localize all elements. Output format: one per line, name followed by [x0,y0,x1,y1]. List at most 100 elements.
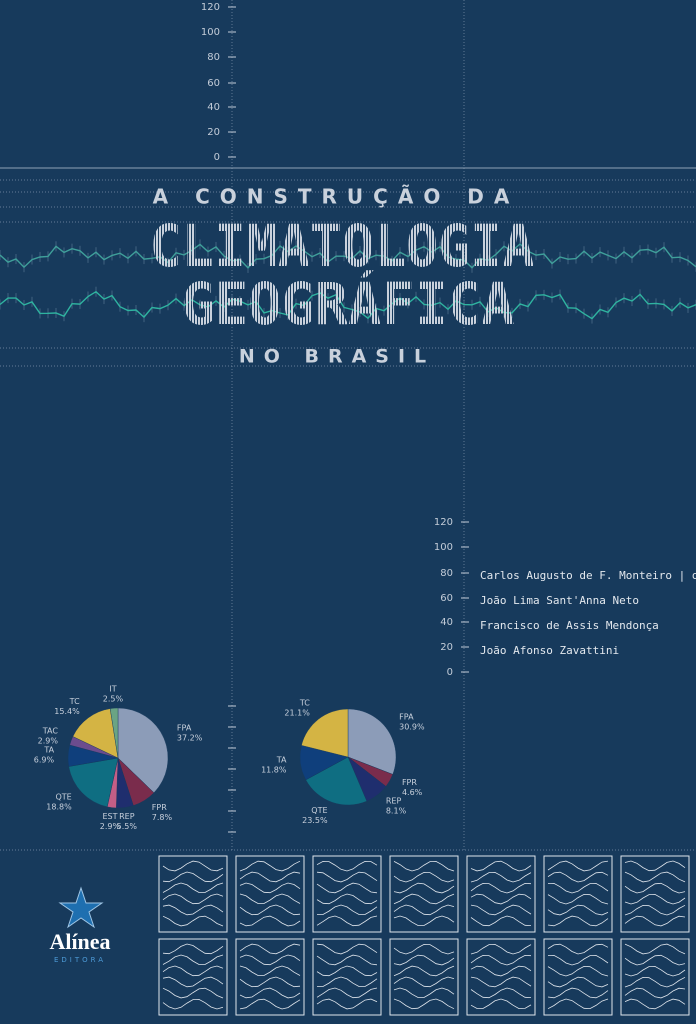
isoline [393,904,455,916]
isoline [239,860,301,872]
isoline [393,882,455,894]
map-frame [466,855,536,933]
scale-label: 100 [434,542,453,553]
publisher-logo: Alínea EDITORA [49,886,111,964]
pie-value-label: 5.5% [117,822,138,831]
map-frame [543,938,613,1016]
title-main: CLIMATOLOGIA [150,212,535,280]
isoline [470,965,532,977]
isoline [624,871,686,883]
isoline [470,904,532,916]
isoline [547,976,609,988]
isoline [316,943,378,955]
isoline [239,893,301,904]
isoline [393,915,455,926]
isoline [239,987,301,999]
isoline [393,987,455,998]
scale-label: 120 [434,517,453,528]
pie-slice [117,707,169,794]
isoline [547,954,609,966]
pie-category: FPR [402,778,417,787]
isoline [470,882,532,894]
author: Carlos Augusto de F. Monteiro | org. [480,569,696,582]
pie-value-label: 21.1% [284,709,310,718]
scale-label: 20 [440,642,453,653]
isoline [470,915,532,927]
isoline [624,998,686,1010]
isoline [162,860,224,872]
pie-value-label: 6.9% [34,756,55,765]
isoline [162,893,224,905]
map-frame [620,855,690,933]
pie-category: QTE [55,793,71,802]
isoline [547,893,609,905]
pie-slice [109,707,119,759]
isoline [624,954,686,966]
isoline [316,998,378,1010]
isoline [162,871,224,883]
isoline [470,987,532,999]
isoline [317,904,378,915]
isoline [624,904,686,916]
publisher-name: Alínea [49,929,110,954]
isoline [393,943,455,955]
isoline [547,871,609,883]
publisher-label: EDITORA [54,956,106,964]
pie-slice [68,757,119,808]
isoline [470,871,532,883]
scale-label: 20 [207,127,220,138]
isoline [624,915,686,927]
map-frame [158,855,228,933]
isoline [162,882,224,893]
pie-category: TC [69,697,80,706]
author: Francisco de Assis Mendonça [480,619,659,632]
map-frame [312,855,382,933]
pie-category: TA [43,746,54,755]
isoline [162,943,224,955]
isoline [316,893,378,905]
isoline [547,998,609,1010]
wave-line [0,290,696,320]
pie-value-label: 4.6% [402,788,423,797]
title-line: NO BRASIL [239,346,435,368]
isoline [316,915,378,927]
pie-value-label: 2.9% [38,736,59,745]
isoline [624,987,686,999]
isoline [393,965,455,977]
map-frame [466,938,536,1016]
title-line: A CONSTRUÇÃO DA [153,185,520,209]
isoline [547,965,609,977]
pie-category: FPA [177,724,192,733]
isoline [316,860,378,872]
map-frame [389,938,459,1016]
isoline [470,943,532,955]
isoline [239,954,301,966]
map-frame [235,938,305,1016]
isoline [239,871,301,883]
decorative-graph [0,238,696,324]
isoline [239,943,301,955]
scale-label: 0 [214,152,220,163]
scale-label: 80 [440,568,453,579]
pie-value-label: 30.9% [399,722,425,731]
pie-value-label: 23.5% [302,816,328,825]
scale-label: 120 [201,2,220,13]
isoline [317,976,378,987]
isoline [470,954,532,966]
scale-label: 0 [447,667,453,678]
isoline [316,954,378,966]
isoline [162,954,224,965]
isoline [547,904,609,916]
isoline [239,904,301,916]
isoline [393,976,455,988]
pie-category: IT [109,685,116,694]
pie-value-label: 11.8% [261,765,287,774]
map-thumbnails [158,855,690,1016]
author: João Lima Sant'Anna Neto [480,594,639,607]
pie-value-label: 15.4% [54,707,80,716]
pie-slice [305,756,368,806]
isoline [624,976,686,988]
pie-slice [72,708,119,759]
